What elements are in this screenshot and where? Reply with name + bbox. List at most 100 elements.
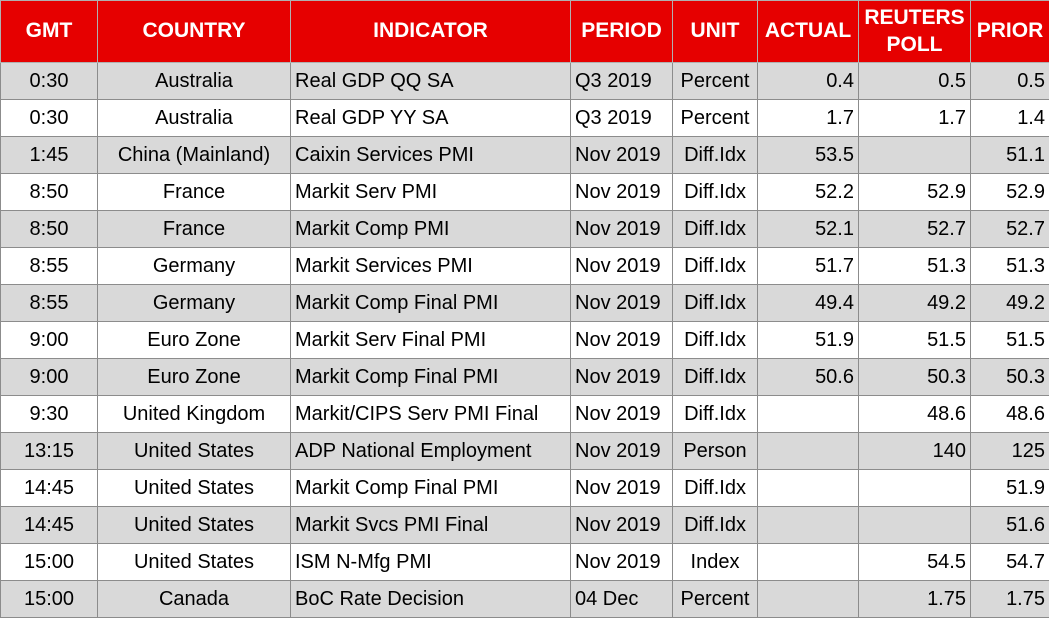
prior-cell: 51.5: [971, 322, 1049, 359]
header-cell: PERIOD: [571, 1, 673, 63]
gmt-cell: 14:45: [1, 470, 98, 507]
reuters-poll-cell: 140: [859, 433, 971, 470]
header-cell: REUTERS POLL: [859, 1, 971, 63]
reuters-poll-cell: [859, 470, 971, 507]
indicator-cell: Markit Serv PMI: [291, 174, 571, 211]
gmt-cell: 0:30: [1, 100, 98, 137]
actual-cell: 51.7: [758, 248, 859, 285]
reuters-poll-cell: 50.3: [859, 359, 971, 396]
reuters-poll-cell: 51.5: [859, 322, 971, 359]
reuters-poll-cell: 54.5: [859, 544, 971, 581]
header-cell: INDICATOR: [291, 1, 571, 63]
indicator-cell: BoC Rate Decision: [291, 581, 571, 618]
prior-cell: 52.7: [971, 211, 1049, 248]
header-cell: GMT: [1, 1, 98, 63]
actual-cell: 50.6: [758, 359, 859, 396]
actual-cell: 0.4: [758, 63, 859, 100]
period-cell: Nov 2019: [571, 470, 673, 507]
indicator-cell: ADP National Employment: [291, 433, 571, 470]
country-cell: Germany: [98, 285, 291, 322]
country-cell: Australia: [98, 100, 291, 137]
period-cell: Nov 2019: [571, 137, 673, 174]
unit-cell: Diff.Idx: [673, 359, 758, 396]
period-cell: Nov 2019: [571, 174, 673, 211]
gmt-cell: 14:45: [1, 507, 98, 544]
actual-cell: [758, 433, 859, 470]
gmt-cell: 13:15: [1, 433, 98, 470]
prior-cell: 0.5: [971, 63, 1049, 100]
prior-cell: 54.7: [971, 544, 1049, 581]
gmt-cell: 9:00: [1, 359, 98, 396]
gmt-cell: 8:50: [1, 211, 98, 248]
gmt-cell: 1:45: [1, 137, 98, 174]
actual-cell: [758, 507, 859, 544]
header-cell: PRIOR: [971, 1, 1049, 63]
actual-cell: 49.4: [758, 285, 859, 322]
actual-cell: 53.5: [758, 137, 859, 174]
unit-cell: Diff.Idx: [673, 396, 758, 433]
country-cell: Germany: [98, 248, 291, 285]
unit-cell: Percent: [673, 581, 758, 618]
indicator-cell: Markit Comp PMI: [291, 211, 571, 248]
unit-cell: Person: [673, 433, 758, 470]
prior-cell: 125: [971, 433, 1049, 470]
country-cell: Euro Zone: [98, 359, 291, 396]
period-cell: 04 Dec: [571, 581, 673, 618]
gmt-cell: 8:50: [1, 174, 98, 211]
country-cell: Canada: [98, 581, 291, 618]
period-cell: Nov 2019: [571, 322, 673, 359]
country-cell: United Kingdom: [98, 396, 291, 433]
unit-cell: Diff.Idx: [673, 174, 758, 211]
prior-cell: 52.9: [971, 174, 1049, 211]
period-cell: Nov 2019: [571, 544, 673, 581]
indicator-cell: Markit/CIPS Serv PMI Final: [291, 396, 571, 433]
indicator-cell: Markit Comp Final PMI: [291, 285, 571, 322]
header-cell: COUNTRY: [98, 1, 291, 63]
indicator-cell: Markit Comp Final PMI: [291, 470, 571, 507]
period-cell: Nov 2019: [571, 396, 673, 433]
period-cell: Nov 2019: [571, 433, 673, 470]
reuters-poll-cell: 51.3: [859, 248, 971, 285]
indicator-cell: Markit Services PMI: [291, 248, 571, 285]
unit-cell: Diff.Idx: [673, 285, 758, 322]
actual-cell: 52.1: [758, 211, 859, 248]
period-cell: Nov 2019: [571, 285, 673, 322]
indicator-cell: Markit Comp Final PMI: [291, 359, 571, 396]
indicator-cell: Markit Svcs PMI Final: [291, 507, 571, 544]
reuters-poll-cell: 1.75: [859, 581, 971, 618]
gmt-cell: 9:00: [1, 322, 98, 359]
reuters-poll-cell: [859, 137, 971, 174]
indicator-cell: Real GDP QQ SA: [291, 63, 571, 100]
reuters-poll-cell: 49.2: [859, 285, 971, 322]
indicator-cell: Real GDP YY SA: [291, 100, 571, 137]
actual-cell: [758, 470, 859, 507]
header-cell: ACTUAL: [758, 1, 859, 63]
header-cell: UNIT: [673, 1, 758, 63]
gmt-cell: 8:55: [1, 248, 98, 285]
unit-cell: Diff.Idx: [673, 507, 758, 544]
prior-cell: 48.6: [971, 396, 1049, 433]
reuters-poll-cell: 48.6: [859, 396, 971, 433]
reuters-poll-cell: 0.5: [859, 63, 971, 100]
prior-cell: 51.9: [971, 470, 1049, 507]
reuters-poll-cell: [859, 507, 971, 544]
country-cell: China (Mainland): [98, 137, 291, 174]
country-cell: United States: [98, 470, 291, 507]
actual-cell: [758, 544, 859, 581]
actual-cell: [758, 396, 859, 433]
country-cell: France: [98, 174, 291, 211]
prior-cell: 51.1: [971, 137, 1049, 174]
period-cell: Nov 2019: [571, 359, 673, 396]
gmt-cell: 15:00: [1, 544, 98, 581]
country-cell: United States: [98, 433, 291, 470]
actual-cell: [758, 581, 859, 618]
